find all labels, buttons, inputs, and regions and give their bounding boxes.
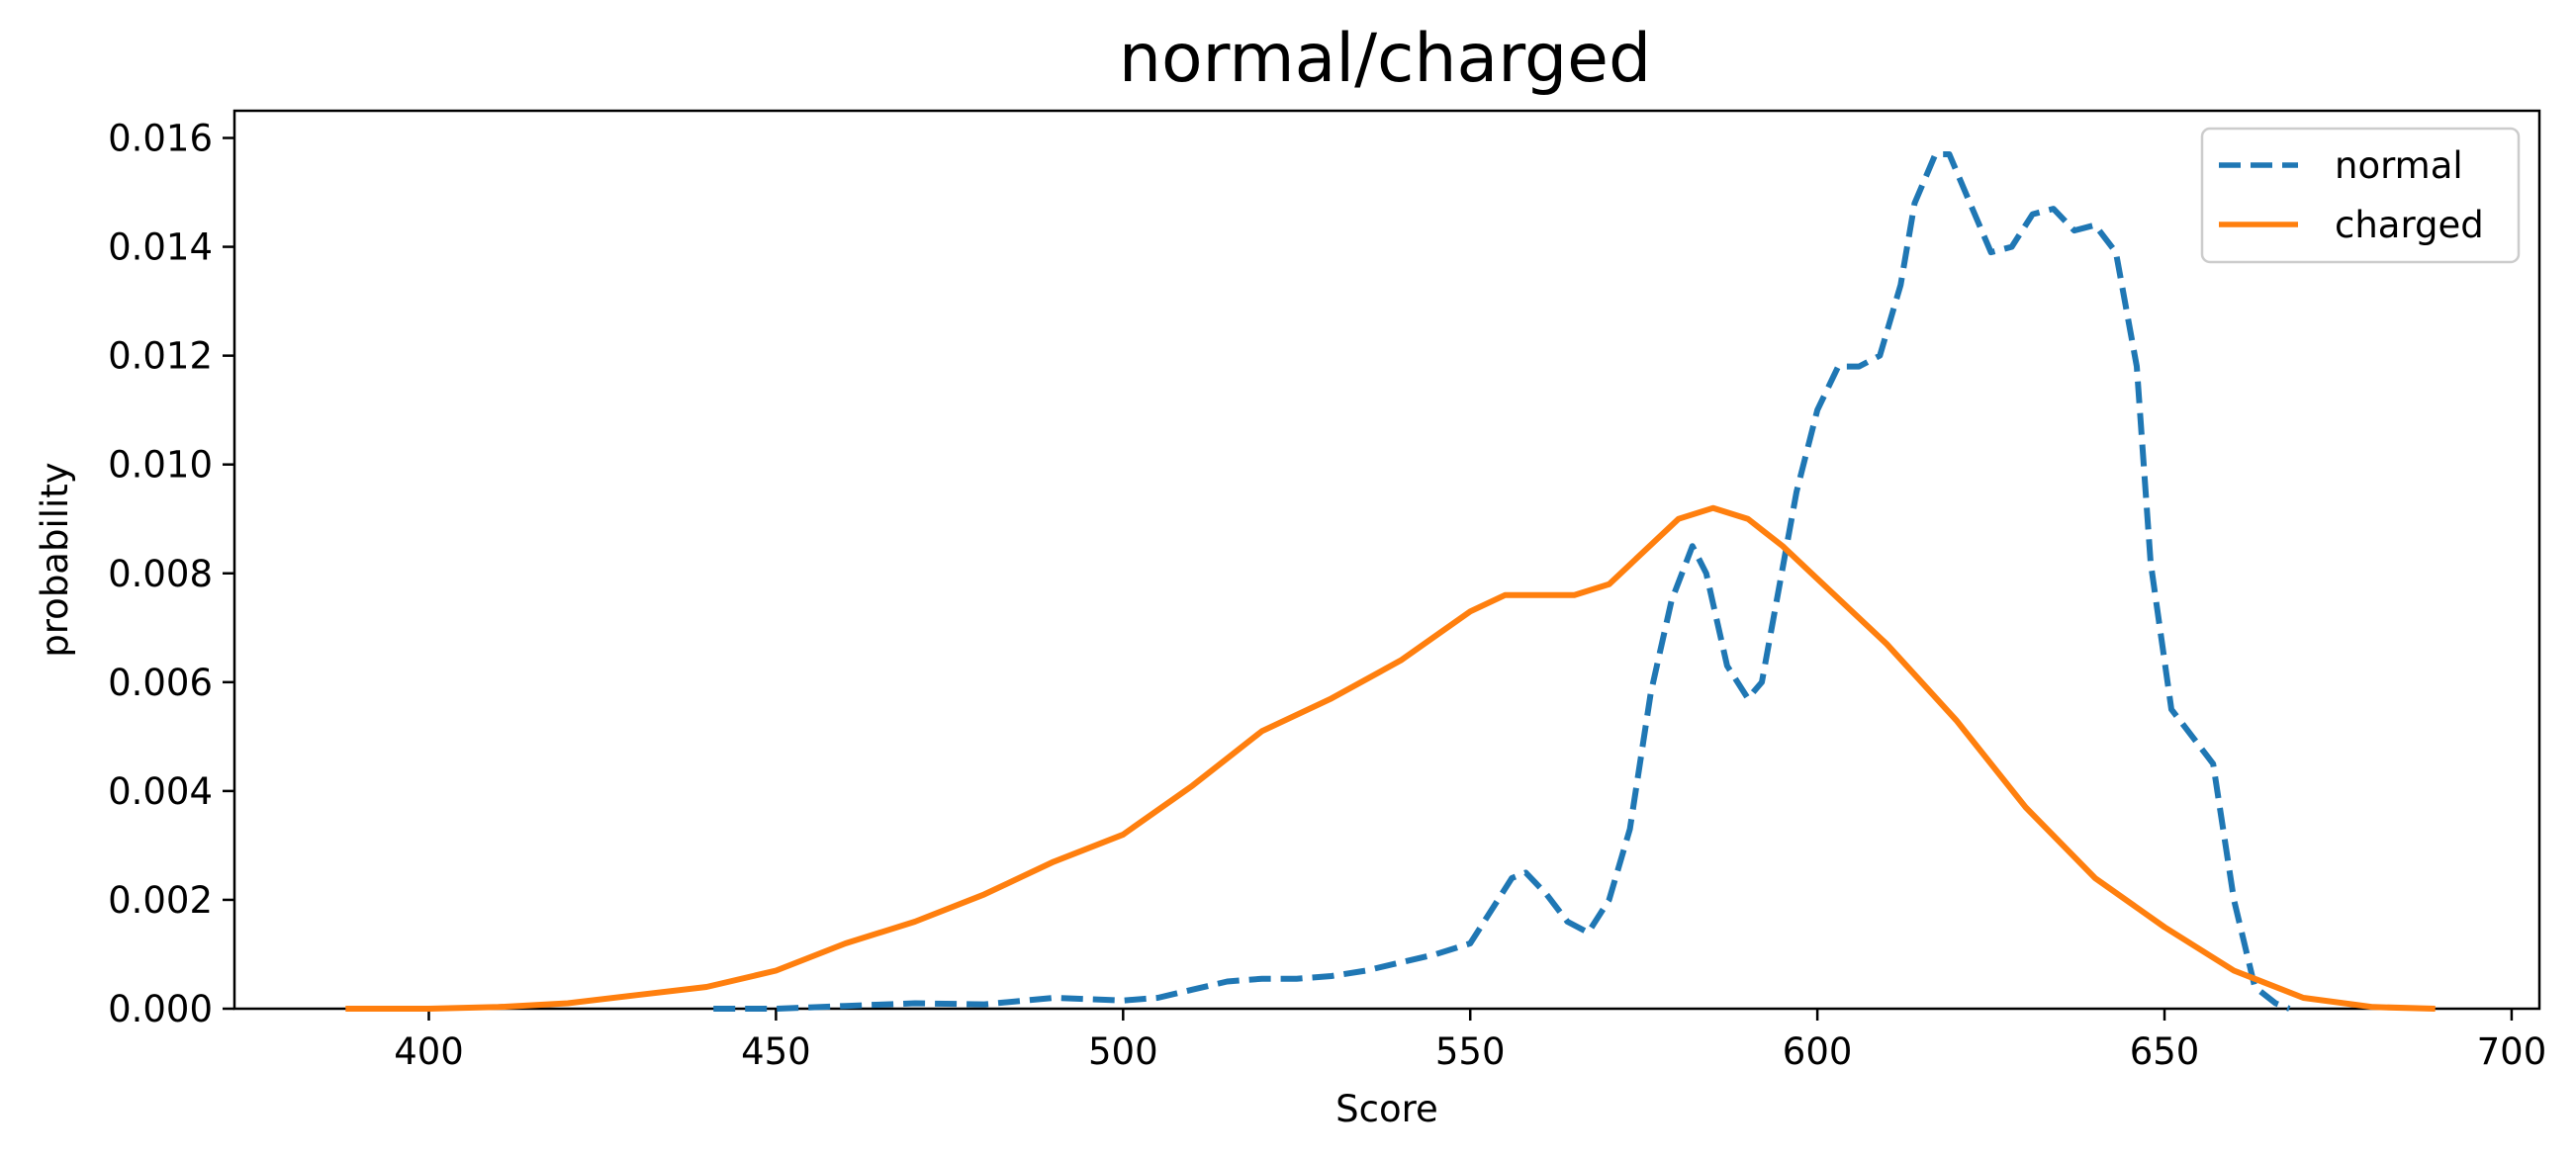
y-tick-label: 0.000 <box>108 988 213 1030</box>
y-tick-label: 0.008 <box>108 553 213 595</box>
y-tick-label: 0.010 <box>108 444 213 487</box>
x-tick-label: 600 <box>1783 1030 1853 1073</box>
y-tick-label: 0.006 <box>108 662 213 704</box>
x-tick-label: 700 <box>2477 1030 2547 1073</box>
x-tick-label: 650 <box>2130 1030 2200 1073</box>
y-tick-label: 0.012 <box>108 335 213 378</box>
y-tick-label: 0.004 <box>108 770 213 813</box>
series-line-charged <box>345 504 2436 1012</box>
legend-box <box>2200 127 2521 264</box>
legend-label-charged: charged <box>2335 204 2484 246</box>
y-tick-label: 0.016 <box>108 118 213 160</box>
x-axis-label: Score <box>1335 1088 1438 1130</box>
legend-label-normal: normal <box>2335 144 2463 187</box>
y-axis-label: probability <box>34 462 76 657</box>
x-tick-label: 500 <box>1088 1030 1158 1073</box>
x-tick-label: 400 <box>394 1030 464 1073</box>
series-layer <box>345 151 2436 1012</box>
legend: normal charged <box>2200 127 2521 264</box>
x-tick-label: 550 <box>1435 1030 1506 1073</box>
y-axis: 0.000 0.002 0.004 0.006 0.008 0.010 0.012 0.014… <box>108 118 234 1030</box>
y-tick-label: 0.014 <box>108 226 213 269</box>
y-tick-label: 0.002 <box>108 879 213 922</box>
plot-frame <box>232 109 2541 1011</box>
series-line-normal <box>713 151 2291 1012</box>
x-axis: 400 450 500 550 600 650 700 <box>394 1009 2546 1073</box>
x-tick-label: 450 <box>741 1030 811 1073</box>
chart-title: normal/charged <box>1119 20 1651 98</box>
